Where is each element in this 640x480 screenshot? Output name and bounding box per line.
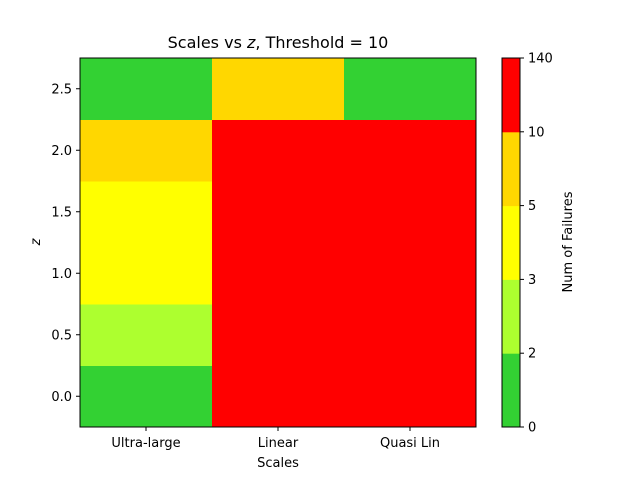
- y-axis-ticks: 0.0 0.5 1.0 1.5 2.0 2.5: [51, 82, 80, 405]
- x-axis-label: Scales: [257, 456, 299, 471]
- y-tick-label: 2.5: [51, 82, 72, 97]
- heatmap-cell: [344, 304, 477, 366]
- colorbar-tick-label: 5: [528, 199, 536, 214]
- y-tick-label: 0.0: [51, 390, 72, 405]
- x-tick-label: Quasi Lin: [380, 436, 440, 451]
- colorbar-tick-label: 140: [528, 52, 553, 67]
- heatmap-cells: [80, 58, 477, 428]
- x-tick-label: Ultra-large: [111, 436, 180, 451]
- colorbar-band: [502, 353, 520, 428]
- heatmap-cell: [212, 365, 345, 428]
- colorbar-frame: [501, 57, 521, 428]
- heatmap-cell: [344, 181, 477, 243]
- y-axis-label: z: [29, 237, 44, 246]
- colorbar-ticks: 0 2 3 5 10 140: [520, 52, 553, 436]
- heatmap-cell: [212, 242, 345, 305]
- colorbar-band: [502, 205, 520, 280]
- colorbar-tick-label: 10: [528, 125, 545, 140]
- colorbar: [502, 58, 520, 428]
- x-tick-label: Linear: [258, 436, 299, 451]
- heatmap-cell: [80, 304, 213, 366]
- heatmap-cell: [344, 242, 477, 305]
- colorbar-band: [502, 279, 520, 354]
- heatmap-cell: [212, 58, 345, 120]
- heatmap-cell: [212, 304, 345, 366]
- x-axis-ticks: Ultra-large Linear Quasi Lin: [111, 427, 440, 451]
- heatmap-cell: [344, 58, 477, 120]
- y-tick-label: 1.5: [51, 205, 72, 220]
- heatmap-cell: [212, 119, 345, 182]
- y-tick-label: 2.0: [51, 144, 72, 159]
- y-tick-label: 0.5: [51, 328, 72, 343]
- heatmap-cell: [344, 119, 477, 182]
- colorbar-tick-label: 0: [528, 421, 536, 436]
- heatmap-cell: [80, 58, 213, 120]
- colorbar-tick-label: 2: [528, 347, 536, 362]
- colorbar-band: [502, 58, 520, 133]
- heatmap-cell: [80, 119, 213, 182]
- colorbar-label: Num of Failures: [561, 191, 576, 292]
- heatmap-cell: [80, 181, 213, 243]
- heatmap-cell: [80, 242, 213, 305]
- heatmap-cell: [344, 365, 477, 428]
- heatmap-cell: [212, 181, 345, 243]
- chart-title: Scales vs z, Threshold = 10: [168, 33, 389, 52]
- heatmap-cell: [80, 365, 213, 428]
- colorbar-tick-label: 3: [528, 273, 536, 288]
- colorbar-band: [502, 131, 520, 207]
- y-tick-label: 1.0: [51, 267, 72, 282]
